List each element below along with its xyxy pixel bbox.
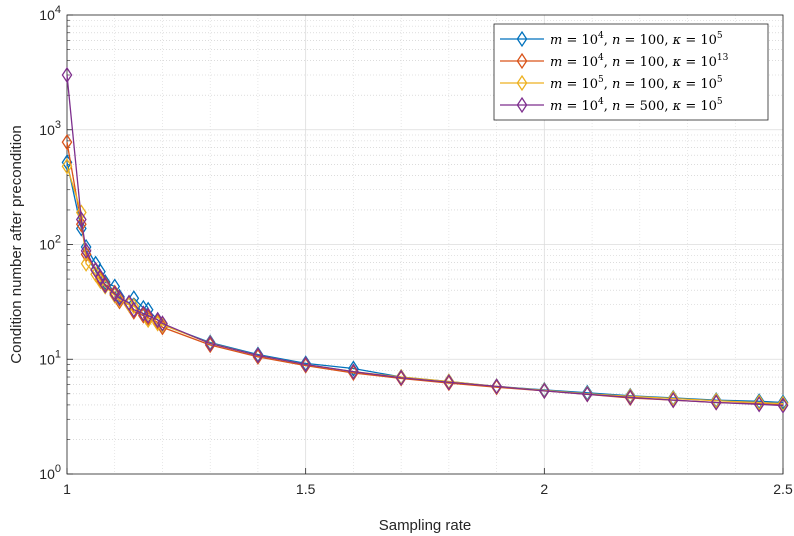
data-point-marker	[300, 356, 312, 373]
y-tick-label: 103	[39, 119, 61, 138]
data-point-marker	[667, 391, 679, 409]
data-point-marker	[95, 268, 106, 286]
data-point-marker	[109, 285, 121, 303]
legend-marker	[516, 52, 528, 70]
legend-label: m = 104, n = 500, κ = 105	[550, 97, 723, 114]
legend-item: m = 104, n = 500, κ = 105	[500, 96, 723, 114]
x-tick-label: 1.5	[296, 481, 316, 497]
legend-label: m = 105, n = 100, κ = 105	[550, 75, 723, 92]
legend-label: m = 104, n = 100, κ = 1013	[550, 53, 729, 70]
legend-box	[493, 23, 769, 121]
data-point-marker	[581, 386, 593, 403]
legend: m = 104, n = 100, κ = 105 m = 104, n = 10…	[493, 23, 769, 121]
x-tick-label: 2.5	[773, 481, 793, 497]
data-point-marker	[538, 382, 550, 400]
data-point-marker	[128, 301, 140, 318]
y-tick-label: 102	[39, 234, 61, 253]
data-point-marker	[710, 392, 722, 409]
data-point-marker	[61, 133, 73, 151]
data-point-marker	[61, 158, 73, 175]
data-point-marker	[777, 395, 789, 412]
series-layer	[61, 66, 789, 414]
data-point-marker	[667, 390, 679, 407]
x-tick-label: 2	[540, 481, 548, 497]
data-point-marker	[753, 394, 765, 411]
data-point-marker	[114, 290, 125, 307]
data-point-marker	[710, 394, 722, 411]
legend-marker	[516, 74, 528, 92]
y-tick-label: 101	[39, 348, 61, 367]
legend-marker	[516, 30, 528, 48]
data-point-marker	[142, 307, 154, 324]
data-point-marker	[75, 211, 87, 228]
data-point-marker	[395, 369, 407, 386]
x-axis-label: Sampling rate	[379, 517, 472, 534]
x-tick-label: 1	[63, 481, 71, 497]
y-axis-label: Condition number after precondition	[8, 125, 25, 363]
legend-marker	[516, 96, 528, 114]
data-point-marker	[491, 378, 502, 395]
legend-item: m = 105, n = 100, κ = 105	[500, 74, 723, 92]
data-point-marker	[157, 315, 168, 332]
data-point-marker	[80, 242, 92, 260]
data-point-marker	[624, 389, 636, 406]
y-tick-label: 104	[39, 4, 61, 23]
legend-item: m = 104, n = 100, κ = 1013	[500, 52, 729, 70]
data-point-marker	[204, 335, 216, 352]
data-point-marker	[252, 347, 264, 364]
data-point-marker	[443, 374, 455, 391]
data-point-marker	[753, 396, 765, 413]
data-point-marker	[128, 298, 140, 315]
data-point-marker	[99, 277, 111, 294]
data-point-marker	[61, 66, 73, 84]
axes: 1 1.5 2 2.5 100 101 102 103 104	[39, 4, 793, 497]
legend-item: m = 104, n = 100, κ = 105	[500, 30, 723, 48]
data-point-marker	[348, 363, 359, 380]
data-point-marker	[777, 397, 789, 414]
data-point-marker	[157, 316, 168, 333]
data-point-marker	[80, 255, 92, 272]
y-tick-label: 100	[39, 463, 61, 482]
legend-label: m = 104, n = 100, κ = 105	[550, 31, 723, 48]
data-point-marker	[142, 301, 154, 318]
data-point-marker	[152, 311, 164, 329]
series-4	[61, 66, 789, 414]
data-point-marker	[777, 394, 789, 411]
data-point-marker	[348, 360, 359, 377]
